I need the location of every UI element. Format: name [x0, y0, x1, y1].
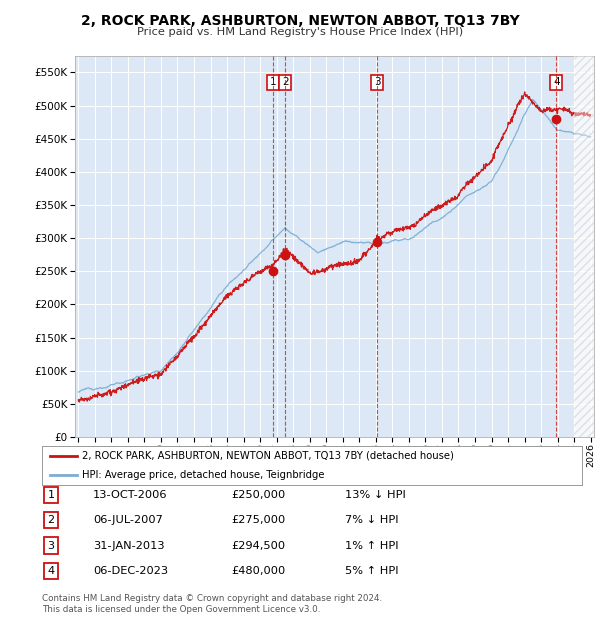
Text: 2: 2 — [47, 515, 55, 525]
Text: 13% ↓ HPI: 13% ↓ HPI — [345, 490, 406, 500]
Text: £275,000: £275,000 — [231, 515, 285, 525]
Text: 31-JAN-2013: 31-JAN-2013 — [93, 541, 164, 551]
Text: 3: 3 — [374, 78, 380, 87]
Text: 06-DEC-2023: 06-DEC-2023 — [93, 566, 168, 576]
Text: This data is licensed under the Open Government Licence v3.0.: This data is licensed under the Open Gov… — [42, 604, 320, 614]
Text: Contains HM Land Registry data © Crown copyright and database right 2024.: Contains HM Land Registry data © Crown c… — [42, 593, 382, 603]
Text: 3: 3 — [47, 541, 55, 551]
Text: £250,000: £250,000 — [231, 490, 285, 500]
Text: HPI: Average price, detached house, Teignbridge: HPI: Average price, detached house, Teig… — [83, 470, 325, 480]
Text: 7% ↓ HPI: 7% ↓ HPI — [345, 515, 398, 525]
Text: 4: 4 — [553, 78, 560, 87]
Text: 1% ↑ HPI: 1% ↑ HPI — [345, 541, 398, 551]
Bar — [574, 56, 599, 437]
Text: 2, ROCK PARK, ASHBURTON, NEWTON ABBOT, TQ13 7BY: 2, ROCK PARK, ASHBURTON, NEWTON ABBOT, T… — [80, 14, 520, 28]
Text: 06-JUL-2007: 06-JUL-2007 — [93, 515, 163, 525]
Text: 2: 2 — [282, 78, 289, 87]
Text: £294,500: £294,500 — [231, 541, 285, 551]
Text: 5% ↑ HPI: 5% ↑ HPI — [345, 566, 398, 576]
Bar — [574, 56, 600, 437]
Text: 13-OCT-2006: 13-OCT-2006 — [93, 490, 167, 500]
Text: 1: 1 — [47, 490, 55, 500]
Text: 4: 4 — [47, 566, 55, 576]
Text: 1: 1 — [270, 78, 277, 87]
Text: Price paid vs. HM Land Registry's House Price Index (HPI): Price paid vs. HM Land Registry's House … — [137, 27, 463, 37]
Text: 2, ROCK PARK, ASHBURTON, NEWTON ABBOT, TQ13 7BY (detached house): 2, ROCK PARK, ASHBURTON, NEWTON ABBOT, T… — [83, 451, 454, 461]
Text: £480,000: £480,000 — [231, 566, 285, 576]
